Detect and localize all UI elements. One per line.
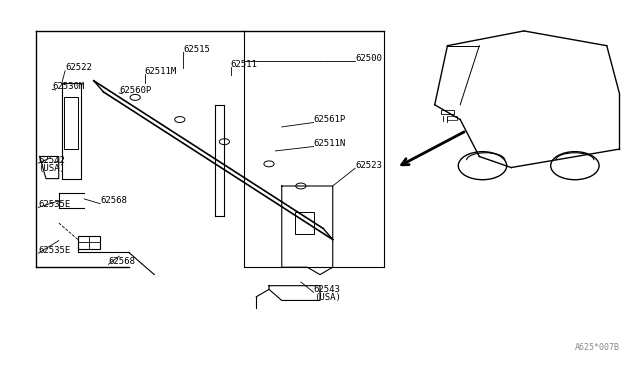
Text: (USA): (USA) <box>314 293 340 302</box>
Text: 62568: 62568 <box>100 196 127 205</box>
Text: 62543: 62543 <box>314 285 340 294</box>
Text: A625*007B: A625*007B <box>575 343 620 352</box>
Text: 62522: 62522 <box>65 63 92 72</box>
Bar <box>64 97 78 149</box>
Text: 62530M: 62530M <box>52 82 84 91</box>
Text: 62535E: 62535E <box>38 246 70 255</box>
Bar <box>447 116 457 119</box>
Text: 62511M: 62511M <box>145 67 177 76</box>
Bar <box>294 212 314 234</box>
Text: 62542: 62542 <box>38 155 65 165</box>
Text: 62511N: 62511N <box>314 139 346 148</box>
Text: 62511: 62511 <box>231 60 258 69</box>
Text: 62535E: 62535E <box>38 200 70 209</box>
Text: 62500: 62500 <box>355 54 382 63</box>
Bar <box>441 110 454 114</box>
Text: 62568: 62568 <box>108 257 135 266</box>
Text: 62523: 62523 <box>355 161 382 170</box>
Text: (USA): (USA) <box>38 164 65 173</box>
Text: 62560P: 62560P <box>119 86 152 94</box>
Text: 62561P: 62561P <box>314 115 346 124</box>
Bar <box>78 236 100 249</box>
Text: 62515: 62515 <box>183 45 210 54</box>
